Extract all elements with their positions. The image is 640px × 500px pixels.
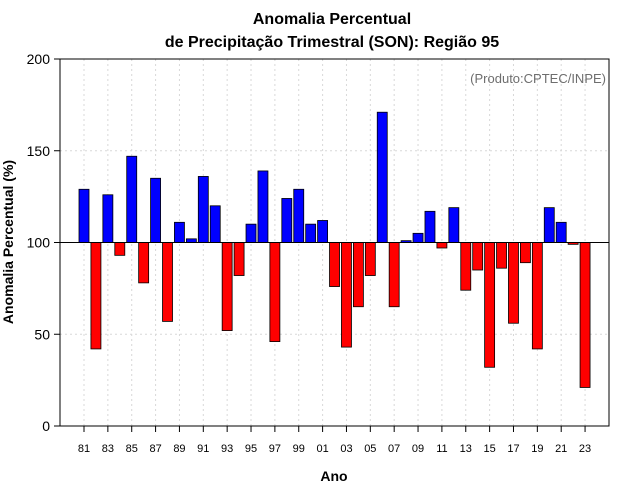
bar-2020 <box>543 207 555 243</box>
x-tick-label-07: 07 <box>388 443 400 455</box>
y-tick-label-2: 100 <box>27 235 51 251</box>
x-tick-label-09: 09 <box>412 443 424 455</box>
bar-2001 <box>317 220 329 243</box>
x-tick-label-99: 99 <box>293 443 305 455</box>
bar-1989 <box>174 221 185 243</box>
bar-2006 <box>376 111 388 243</box>
bar-1981 <box>78 188 90 243</box>
bar-1995 <box>245 223 257 243</box>
x-tick-label-13: 13 <box>460 443 472 455</box>
bar-1998 <box>281 198 293 243</box>
bar-2007 <box>388 242 400 308</box>
bar-2011 <box>436 242 448 249</box>
bar-2009 <box>412 232 424 243</box>
bar-2018 <box>520 242 531 264</box>
y-axis-label: Anomalia Percentual (%) <box>0 160 16 324</box>
bar-1993 <box>221 242 233 331</box>
bar-1996 <box>257 170 269 243</box>
bar-2012 <box>448 207 460 243</box>
x-tick-label-17: 17 <box>507 443 519 455</box>
bar-2013 <box>460 242 472 291</box>
y-tick-label-3: 150 <box>27 143 51 159</box>
x-tick-label-01: 01 <box>316 443 328 455</box>
y-tick-label-0: 0 <box>42 418 50 434</box>
bar-2002 <box>329 242 340 287</box>
bar-2023 <box>579 242 591 388</box>
x-tick-label-23: 23 <box>579 443 591 455</box>
x-tick-label-89: 89 <box>173 443 185 455</box>
chart-title-line1: Anomalia Percentual <box>253 11 411 28</box>
bar-1999 <box>293 188 305 243</box>
bar-2005 <box>364 242 376 276</box>
credit-label: (Produto:CPTEC/INPE) <box>470 71 606 86</box>
x-axis-ticks: 81 83 85 87 89 91 93 95 97 99 01 03 05 07 09 11 13 15 17 19… <box>78 426 591 455</box>
x-tick-label-85: 85 <box>126 443 138 455</box>
x-axis-label: Ano <box>320 468 347 484</box>
bar-1988 <box>162 242 173 322</box>
x-tick-label-93: 93 <box>221 443 233 455</box>
x-tick-label-05: 05 <box>364 443 376 455</box>
x-tick-label-11: 11 <box>436 443 447 455</box>
y-tick-label-1: 50 <box>34 326 50 342</box>
bar-2017 <box>508 242 519 324</box>
bar-2000 <box>305 223 317 243</box>
bar-2019 <box>531 242 543 350</box>
x-tick-label-19: 19 <box>531 443 543 455</box>
x-tick-label-15: 15 <box>483 443 495 455</box>
bar-1994 <box>233 242 245 276</box>
bar-2003 <box>341 242 352 348</box>
y-tick-label-4: 200 <box>27 51 51 67</box>
bar-2014 <box>472 242 484 271</box>
bars <box>78 111 591 388</box>
bar-1983 <box>102 194 114 243</box>
x-tick-label-03: 03 <box>340 443 352 455</box>
x-tick-label-21: 21 <box>555 443 567 455</box>
bar-2004 <box>352 242 364 308</box>
bar-2016 <box>496 242 507 269</box>
x-tick-label-97: 97 <box>269 443 281 455</box>
bar-2021 <box>555 221 567 243</box>
bar-1982 <box>90 242 102 350</box>
bar-1991 <box>197 176 209 243</box>
bar-1990 <box>185 238 197 243</box>
bar-1986 <box>138 242 150 284</box>
bar-1984 <box>114 242 126 256</box>
chart-title-line2: de Precipitação Trimestral (SON): Região… <box>165 34 499 51</box>
x-tick-label-87: 87 <box>149 443 161 455</box>
bar-1997 <box>269 242 281 342</box>
x-tick-label-83: 83 <box>102 443 114 455</box>
bar-2015 <box>484 242 496 368</box>
x-tick-label-95: 95 <box>245 443 257 455</box>
bar-1987 <box>150 177 161 243</box>
bar-2010 <box>424 210 436 243</box>
x-tick-label-91: 91 <box>197 443 209 455</box>
y-axis-ticks: 0 50 100 150 200 <box>27 51 60 434</box>
bar-1992 <box>209 205 221 243</box>
x-tick-label-81: 81 <box>78 443 90 455</box>
bar-1985 <box>126 155 138 243</box>
